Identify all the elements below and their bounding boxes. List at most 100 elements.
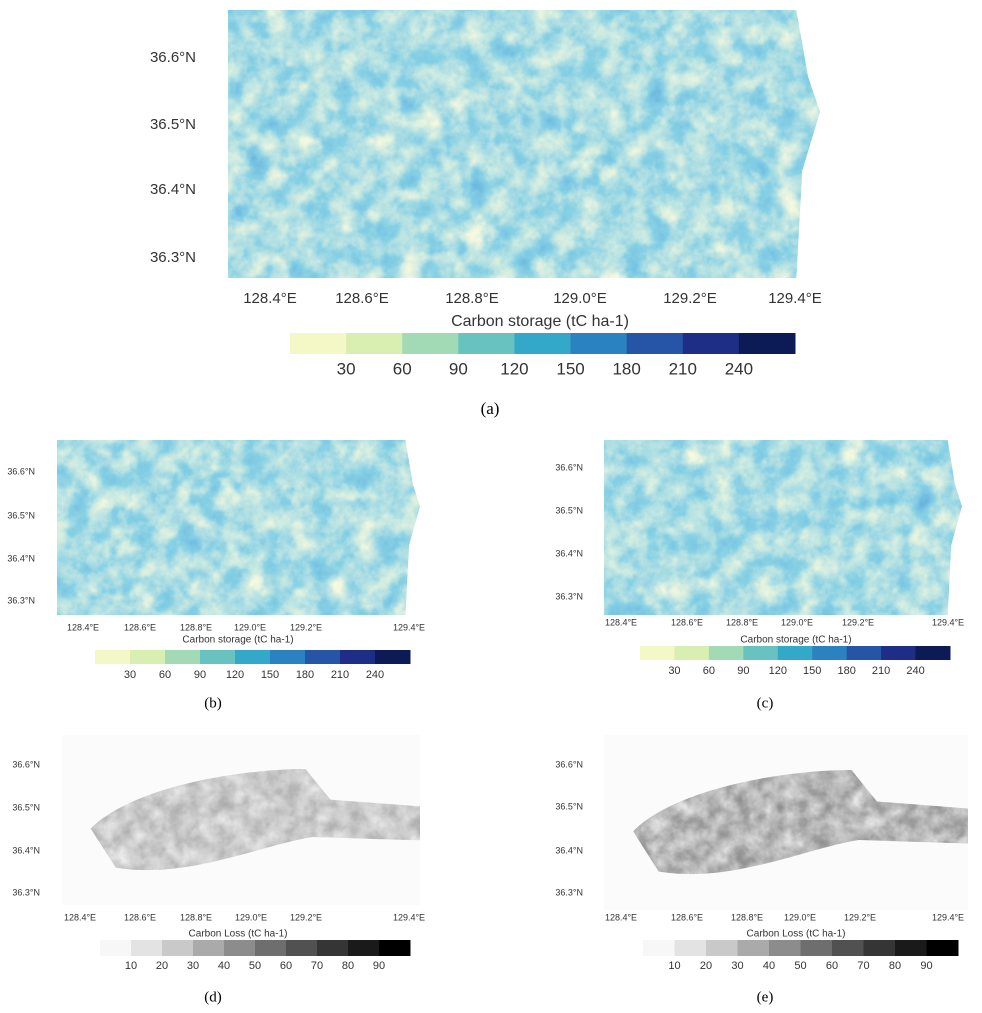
latitude-label: 36.3°N (12, 887, 40, 897)
longitude-label: 128.4°E (243, 290, 297, 307)
legend-title: Carbon Loss (tC ha-1) (747, 929, 846, 940)
legend-swatch (674, 646, 710, 660)
legend-tick-label: 120 (226, 669, 244, 681)
longitude-label: 128.8°E (726, 617, 758, 627)
longitude-label: 129.0°E (234, 622, 266, 632)
latitude-label: 36.4°N (150, 181, 196, 198)
legend-swatch (743, 646, 779, 660)
legend-tick-label: 20 (156, 960, 168, 972)
legend-tick-label: 90 (920, 960, 932, 972)
legend-tick-label: 70 (311, 960, 323, 972)
legend-tick-label: 10 (125, 960, 137, 972)
legend-swatch (926, 940, 959, 956)
legend-swatch (800, 940, 833, 956)
legend-tick-label: 90 (373, 960, 385, 972)
panel: 36.6°N 36.5°N 36.4°N 36.3°N 128.4°E 128.6°E 12… (150, 10, 822, 418)
legend-swatch (846, 646, 882, 660)
legend-tick-label: 40 (763, 960, 775, 972)
longitude-label: 128.6°E (335, 290, 389, 307)
panel-caption: (a) (481, 399, 500, 418)
panel: 36.6°N 36.5°N 36.4°N 36.3°N 128.4°E 128.6°E 12… (555, 440, 964, 711)
panel: 36.6°N 36.5°N 36.4°N 36.3°N 128.4°E 128.6°E 12… (12, 735, 425, 1005)
panel-caption: (c) (757, 695, 774, 711)
longitude-label: 128.8°E (180, 912, 212, 922)
latitude-label: 36.6°N (150, 49, 196, 66)
legend-swatch (224, 940, 256, 956)
legend-swatch (165, 650, 201, 664)
legend-swatch (769, 940, 801, 956)
legend-swatch (346, 333, 403, 354)
legend-tick-label: 210 (872, 665, 890, 677)
legend-swatch (200, 650, 236, 664)
longitude-label: 128.6°E (671, 617, 703, 627)
legend-swatch (131, 940, 163, 956)
legend-swatch (737, 940, 770, 956)
legend-tick-label: 150 (803, 665, 821, 677)
latitude-label: 36.6°N (7, 466, 35, 476)
legend-swatch (340, 650, 376, 664)
legend-swatch (643, 940, 675, 956)
latitude-label: 36.4°N (555, 548, 583, 558)
legend-swatch (379, 940, 411, 956)
legend-swatch (626, 333, 684, 354)
legend-swatch (402, 333, 459, 354)
longitude-label: 129.0°E (784, 912, 816, 922)
legend-tick-label: 70 (857, 960, 869, 972)
legend-tick-label: 90 (449, 359, 468, 378)
legend-tick-label: 240 (725, 359, 753, 378)
longitude-label: 129.0°E (553, 290, 607, 307)
latitude-label: 36.5°N (12, 802, 40, 812)
legend-tick-label: 10 (668, 960, 680, 972)
legend-swatch (863, 940, 896, 956)
legend-tick-label: 60 (159, 669, 171, 681)
legend-swatch (708, 646, 744, 660)
legend-swatch (235, 650, 271, 664)
legend-tick-label: 90 (194, 669, 206, 681)
legend-tick-label: 80 (342, 960, 354, 972)
legend-swatch (193, 940, 225, 956)
legend-tick-label: 240 (906, 665, 924, 677)
legend-tick-label: 90 (737, 665, 749, 677)
legend-swatch (270, 650, 306, 664)
legend-tick-label: 30 (337, 359, 356, 378)
legend-tick-label: 120 (500, 359, 528, 378)
legend-swatch (162, 940, 194, 956)
legend-swatch (317, 940, 349, 956)
legend-tick-label: 60 (826, 960, 838, 972)
legend-tick-label: 210 (669, 359, 697, 378)
latitude-label: 36.6°N (12, 759, 40, 769)
legend-swatch (812, 646, 848, 660)
longitude-label: 128.4°E (64, 912, 96, 922)
legend-title: Carbon storage (tC ha-1) (740, 635, 851, 646)
legend-tick-label: 180 (612, 359, 640, 378)
longitude-label: 129.0°E (235, 912, 267, 922)
longitude-label: 128.6°E (671, 912, 703, 922)
longitude-label: 129.0°E (781, 617, 813, 627)
legend-swatch (348, 940, 380, 956)
legend-tick-label: 40 (218, 960, 230, 972)
longitude-label: 129.2°E (842, 617, 874, 627)
latitude-label: 36.6°N (555, 759, 583, 769)
longitude-label: 129.4°E (768, 290, 822, 307)
legend-title: Carbon storage (tC ha-1) (451, 313, 629, 330)
longitude-label: 128.8°E (731, 912, 763, 922)
legend-swatch (130, 650, 166, 664)
panel: 36.6°N 36.5°N 36.4°N 36.3°N 128.4°E 128.6°E 12… (7, 440, 425, 711)
latitude-label: 36.3°N (7, 595, 35, 605)
legend-tick-label: 240 (366, 669, 384, 681)
longitude-label: 129.4°E (932, 617, 964, 627)
latitude-label: 36.5°N (555, 801, 583, 811)
legend-title: Carbon Loss (tC ha-1) (189, 929, 288, 940)
legend-tick-label: 180 (837, 665, 855, 677)
panel-caption: (e) (757, 989, 774, 1005)
legend-swatch (458, 333, 515, 354)
panel-caption: (d) (204, 989, 222, 1005)
legend-tick-label: 50 (794, 960, 806, 972)
map-raster (633, 770, 968, 875)
legend-tick-label: 80 (889, 960, 901, 972)
legend-tick-label: 150 (261, 669, 279, 681)
legend-swatch (832, 940, 864, 956)
map-raster (228, 10, 820, 278)
map-raster (90, 769, 420, 871)
legend-tick-label: 120 (769, 665, 787, 677)
